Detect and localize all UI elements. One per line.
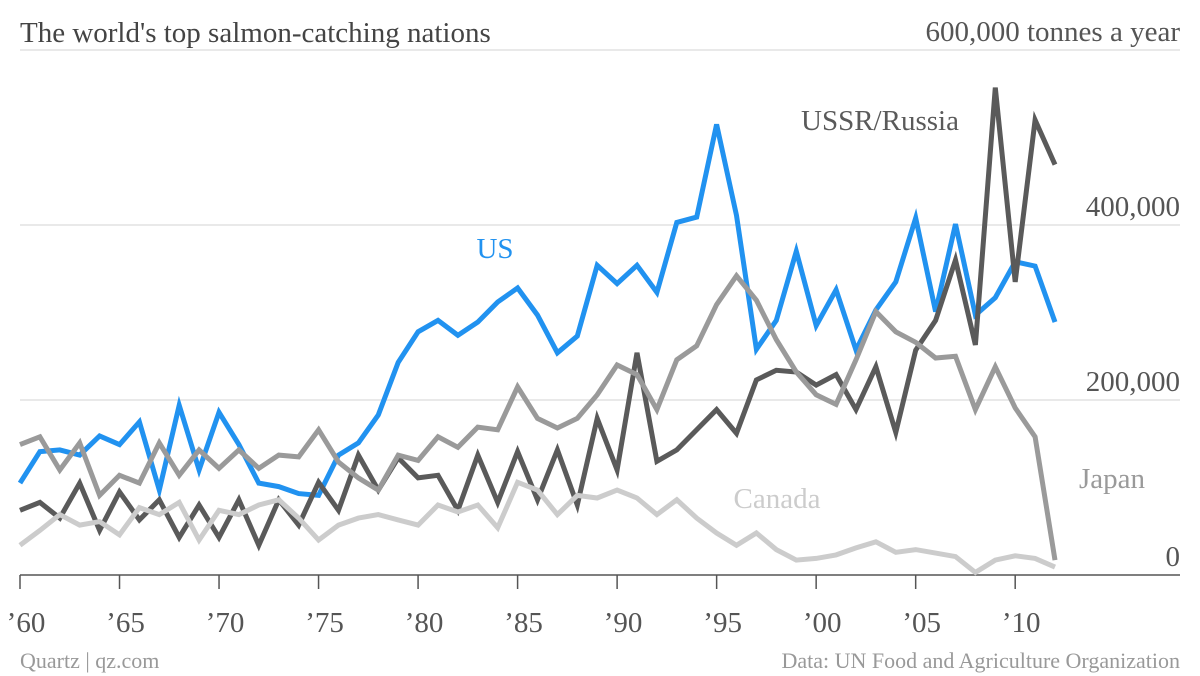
x-tick-label: ’70 [206,607,245,639]
x-tick-label: ’85 [504,607,543,639]
series-label: Japan [1079,463,1146,495]
x-tick-label: ’60 [7,607,46,639]
series-line [17,123,1058,500]
y-tick-label: 0 [1166,541,1181,573]
source: Data: UN Food and Agriculture Organizati… [781,648,1180,673]
series-label: Canada [734,483,821,515]
x-tick-label: ’10 [1002,607,1041,639]
chart-title: The world's top salmon-catching nations [20,17,491,49]
series-line [19,87,1058,552]
x-tick-label: ’90 [604,607,643,639]
series-label: USSR/Russia [801,105,959,137]
series-label: US [476,233,513,265]
x-tick-label: ’95 [703,607,742,639]
credit: Quartz | qz.com [20,648,159,673]
y-tick-label: 600,000 tonnes a year [926,16,1181,48]
series-line [18,479,1057,576]
y-tick-label: 400,000 [1086,191,1180,223]
series-line [19,271,1058,561]
x-tick-label: ’75 [305,607,344,639]
x-tick-label: ’80 [405,607,444,639]
x-tick-label: ’65 [106,607,145,639]
x-tick-label: ’00 [803,607,842,639]
y-tick-label: 200,000 [1086,366,1180,398]
x-tick-label: ’05 [902,607,941,639]
